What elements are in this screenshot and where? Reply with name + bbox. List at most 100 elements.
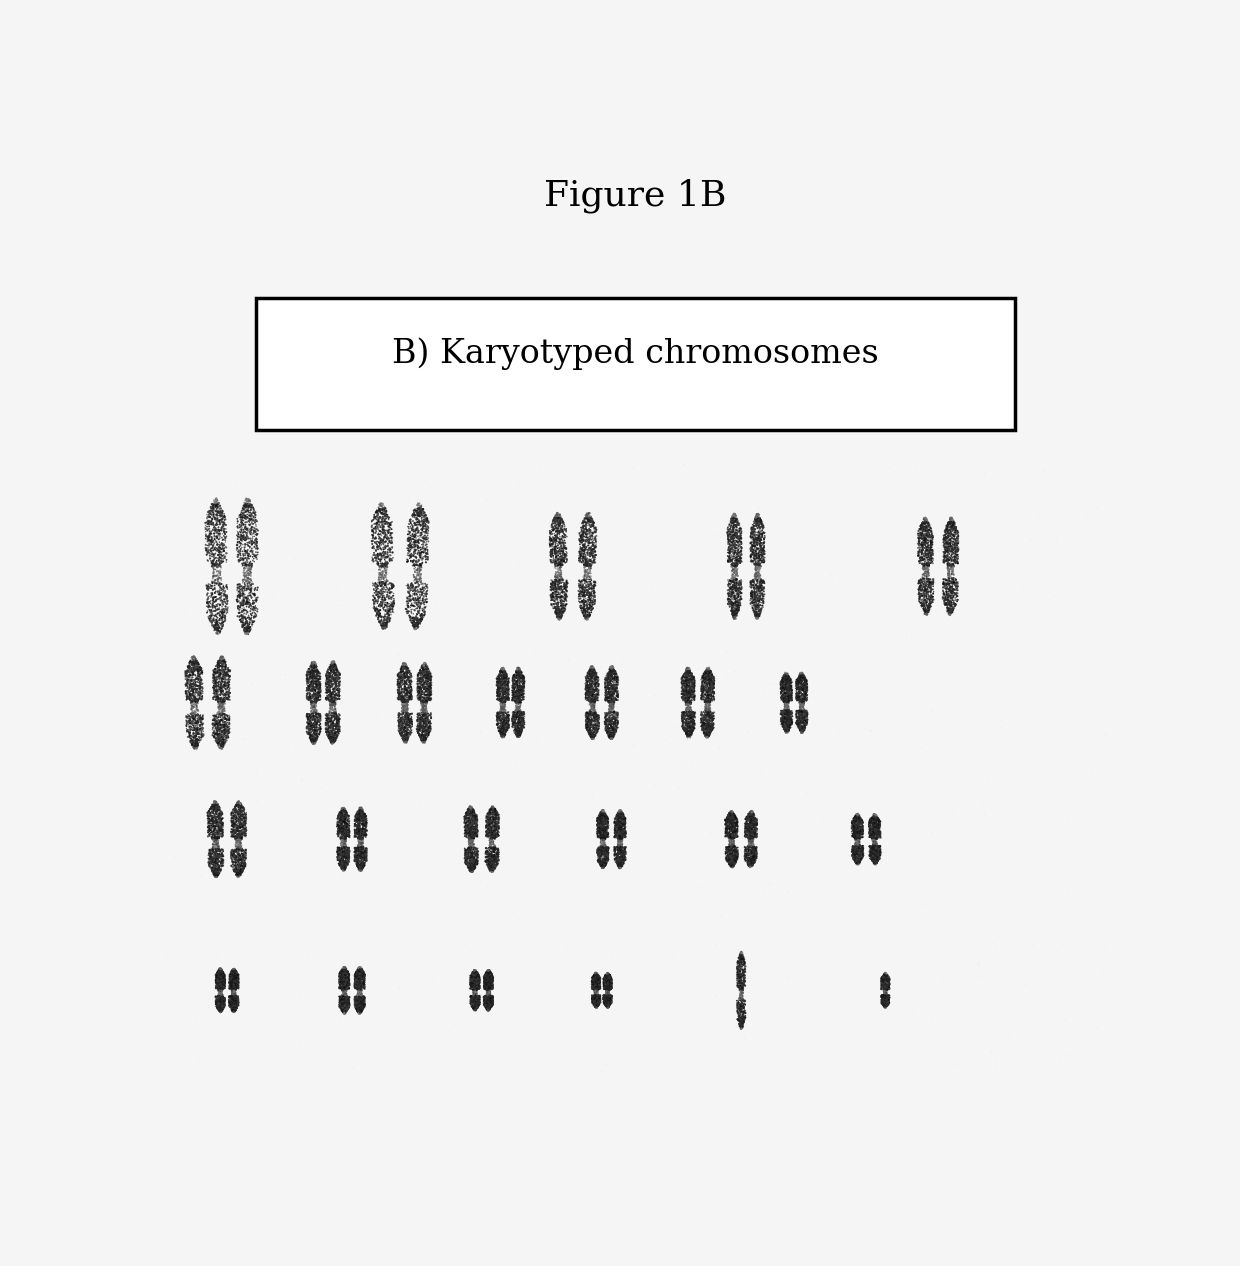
Point: [608, 828, 627, 848]
Point: [396, 700, 415, 720]
Point: [373, 636, 393, 656]
Point: [737, 841, 756, 861]
Point: [329, 720, 348, 741]
Point: [477, 823, 497, 843]
Point: [742, 577, 761, 598]
Point: [569, 586, 589, 606]
Point: [229, 791, 249, 812]
Point: [332, 977, 352, 998]
Point: [575, 537, 595, 557]
Point: [418, 722, 438, 742]
Point: [918, 592, 937, 613]
Point: [588, 966, 608, 986]
Point: [208, 724, 228, 744]
Point: [585, 704, 605, 724]
Point: [786, 713, 806, 733]
Point: [919, 565, 939, 585]
Point: [776, 689, 796, 709]
Point: [304, 703, 324, 723]
Point: [720, 844, 740, 865]
Point: [875, 985, 895, 1005]
Point: [596, 985, 616, 1005]
Point: [937, 551, 957, 571]
Point: [746, 825, 766, 846]
Point: [351, 823, 371, 843]
Point: [599, 981, 619, 1001]
Point: [851, 839, 870, 860]
Point: [722, 851, 742, 871]
Point: [202, 495, 222, 515]
Point: [582, 556, 601, 576]
Point: [409, 501, 429, 522]
Point: [733, 947, 753, 967]
Point: [582, 510, 601, 530]
Point: [207, 562, 227, 582]
Point: [413, 699, 433, 719]
Point: [351, 968, 371, 989]
Point: [868, 818, 888, 838]
Point: [599, 986, 619, 1006]
Point: [480, 965, 500, 985]
Point: [322, 653, 342, 674]
Point: [727, 810, 746, 830]
Point: [409, 665, 429, 685]
Point: [336, 1001, 356, 1022]
Point: [208, 581, 228, 601]
Point: [397, 682, 417, 703]
Point: [203, 661, 223, 681]
Point: [460, 974, 480, 994]
Point: [777, 703, 797, 723]
Point: [606, 825, 626, 846]
Point: [847, 806, 867, 827]
Point: [599, 994, 619, 1014]
Point: [913, 546, 932, 566]
Point: [339, 967, 358, 987]
Point: [405, 536, 425, 556]
Point: [229, 532, 249, 552]
Point: [351, 961, 371, 981]
Point: [593, 856, 613, 876]
Point: [300, 687, 320, 708]
Point: [239, 515, 259, 536]
Point: [182, 1065, 202, 1085]
Point: [347, 961, 367, 981]
Point: [412, 729, 432, 749]
Point: [777, 706, 797, 727]
Point: [944, 551, 963, 571]
Point: [580, 715, 600, 736]
Point: [413, 711, 433, 732]
Point: [208, 584, 228, 604]
Point: [694, 710, 714, 730]
Point: [601, 699, 621, 719]
Point: [316, 677, 336, 698]
Point: [598, 981, 618, 1001]
Point: [878, 995, 898, 1015]
Point: [744, 846, 764, 866]
Point: [247, 533, 267, 553]
Point: [355, 847, 374, 867]
Point: [388, 682, 408, 703]
Point: [786, 703, 806, 723]
Point: [701, 690, 720, 710]
Point: [321, 695, 341, 715]
Point: [729, 952, 749, 972]
Point: [479, 995, 498, 1015]
Point: [740, 810, 760, 830]
Point: [223, 998, 243, 1018]
Point: [224, 999, 244, 1019]
Point: [795, 705, 815, 725]
Point: [864, 804, 884, 824]
Point: [740, 832, 760, 852]
Point: [226, 862, 246, 882]
Point: [482, 965, 502, 985]
Point: [481, 856, 501, 876]
Point: [298, 680, 317, 700]
Point: [211, 981, 231, 1001]
Point: [201, 576, 221, 596]
Point: [557, 519, 577, 539]
Point: [703, 675, 723, 695]
Point: [397, 709, 417, 729]
Point: [486, 852, 506, 872]
Point: [956, 865, 976, 885]
Point: [335, 799, 355, 819]
